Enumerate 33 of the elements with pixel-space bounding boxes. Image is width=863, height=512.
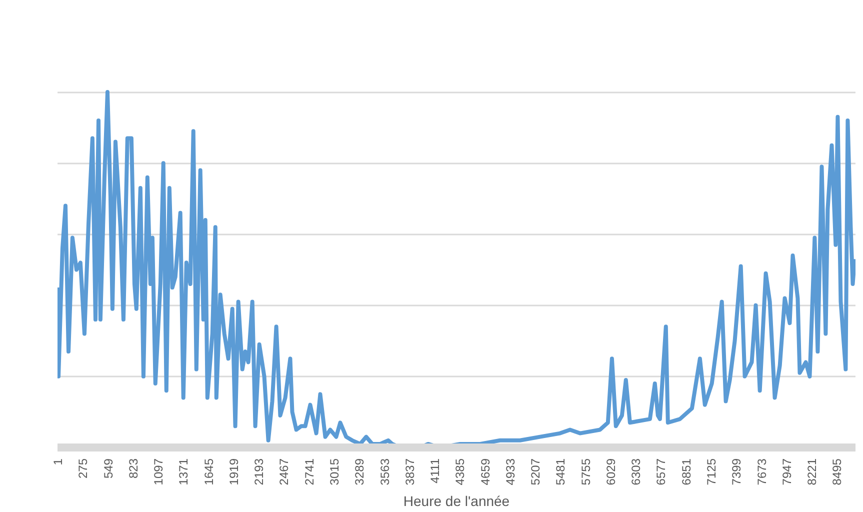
x-tick-label: 1371 — [176, 458, 191, 486]
x-tick-label: 3563 — [378, 458, 392, 486]
x-tick-label: 1645 — [202, 458, 216, 486]
x-axis-title: Heure de l'année — [403, 493, 510, 510]
x-tick-label: 7947 — [780, 458, 794, 486]
x-tick-label: 6303 — [629, 458, 644, 486]
x-tick-label: 7125 — [704, 458, 719, 486]
x-tick-label: 4385 — [453, 458, 468, 486]
x-tick-label: 6851 — [679, 458, 694, 486]
x-tick-label: 1097 — [152, 458, 166, 486]
x-tick-label: 6577 — [654, 458, 668, 486]
x-tick-label: 2467 — [277, 458, 292, 486]
x-tick-label: 1 — [51, 458, 65, 466]
x-tick-label: 2741 — [302, 458, 316, 486]
x-tick-label: 8495 — [830, 458, 844, 486]
x-tick-label: 7673 — [754, 458, 769, 486]
x-tick-label: 7399 — [730, 458, 744, 486]
x-tick-label: 5755 — [578, 458, 593, 486]
x-tick-label: 823 — [126, 458, 140, 479]
x-tick-label: 1919 — [226, 458, 241, 486]
x-tick-label: 4111 — [428, 458, 442, 484]
x-tick-label: 5481 — [554, 458, 568, 486]
x-tick-label: 4659 — [478, 458, 492, 486]
x-tick-label: 3837 — [402, 458, 417, 486]
x-tick-label: 2193 — [252, 458, 266, 486]
x-tick-label: 275 — [76, 458, 90, 479]
x-tick-label: 3289 — [352, 458, 367, 486]
x-tick-label: 8221 — [805, 458, 820, 486]
x-tick-label: 3015 — [327, 458, 342, 486]
x-tick-label: 5207 — [528, 458, 543, 486]
x-tick-label: 6029 — [604, 458, 618, 486]
x-tick-label: 4933 — [503, 458, 518, 486]
x-tick-label: 549 — [101, 458, 116, 479]
